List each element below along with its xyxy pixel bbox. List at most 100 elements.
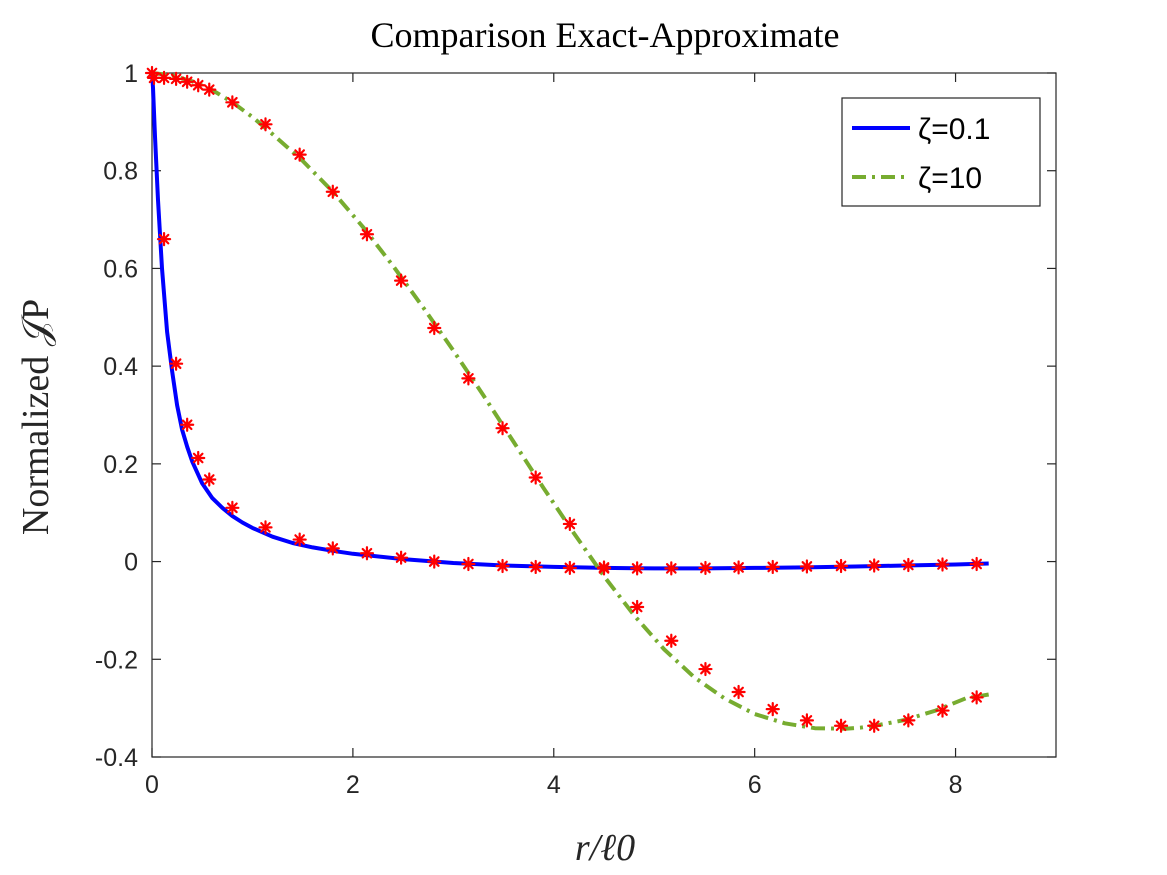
marker-stroke — [530, 472, 542, 483]
data-point-marker — [292, 147, 307, 162]
data-point-marker — [225, 500, 240, 515]
data-point-marker — [664, 633, 679, 648]
data-point-marker — [180, 417, 195, 432]
y-tick-label: 0 — [124, 549, 138, 577]
data-point-marker — [833, 718, 849, 733]
marker-stroke — [564, 562, 576, 574]
x-axis-label: r/ℓ0 — [575, 827, 635, 869]
marker-stroke — [903, 559, 914, 571]
marker-stroke — [327, 543, 339, 554]
data-point-marker — [495, 421, 510, 436]
marker-stroke — [801, 561, 813, 572]
marker-stroke — [463, 558, 474, 570]
marker-stroke — [203, 84, 215, 95]
data-point-marker — [292, 532, 307, 547]
marker-stroke — [665, 563, 677, 574]
chart-title: Comparison Exact-Approximate — [371, 15, 840, 55]
marker-stroke — [146, 67, 158, 79]
marker-stroke — [631, 601, 643, 613]
x-tick-label: 2 — [346, 771, 360, 799]
data-point-marker — [901, 557, 916, 573]
marker-stroke — [497, 560, 508, 572]
marker-stroke — [170, 73, 182, 85]
marker-stroke — [260, 118, 271, 130]
data-point-marker — [325, 541, 340, 556]
data-point-marker — [867, 718, 882, 733]
marker-stroke — [700, 562, 711, 574]
data-point-marker — [969, 690, 984, 705]
marker-stroke — [767, 703, 779, 715]
marker-stroke — [192, 452, 204, 464]
series-line-1 — [150, 72, 989, 571]
marker-stroke — [395, 275, 407, 286]
marker-stroke — [227, 96, 238, 108]
legend-box — [841, 97, 1041, 207]
data-point-marker — [935, 557, 950, 572]
data-point-marker — [156, 232, 172, 247]
data-point-marker — [630, 561, 645, 576]
legend-label-2: ζ=10 — [918, 162, 982, 195]
data-point-marker — [202, 472, 217, 487]
data-point-marker — [258, 520, 273, 535]
marker-stroke — [428, 322, 440, 334]
marker-stroke — [631, 563, 643, 574]
data-point-marker — [427, 320, 442, 336]
data-point-marker — [799, 559, 814, 574]
y-axis-label: Normalized 𝒥P — [15, 299, 57, 535]
marker-stroke — [868, 560, 880, 571]
axes-box — [151, 72, 1057, 758]
marker-stroke — [835, 560, 847, 572]
data-point-marker — [156, 70, 172, 85]
y-tick-label: -0.2 — [95, 646, 138, 674]
data-point-marker — [901, 713, 916, 728]
marker-stroke — [971, 558, 982, 570]
series-line-2 — [151, 71, 990, 731]
marker-stroke — [260, 522, 271, 533]
data-point-marker — [461, 371, 476, 386]
data-point-marker — [765, 559, 780, 575]
x-tick-label: 4 — [547, 771, 561, 799]
data-point-marker — [935, 703, 950, 718]
axes-frame — [151, 72, 1057, 758]
marker-stroke — [428, 556, 440, 567]
marker-stroke — [181, 76, 193, 88]
data-point-marker — [596, 560, 612, 575]
data-point-marker — [394, 273, 409, 288]
data-point-marker — [325, 184, 340, 199]
data-point-marker — [562, 560, 577, 576]
y-tick-label: 0.8 — [103, 158, 138, 186]
legend-label-1: ζ=0.1 — [918, 113, 990, 146]
marker-stroke — [903, 715, 914, 726]
marker-stroke — [227, 502, 238, 514]
marker-stroke — [148, 72, 160, 84]
marker-stroke — [192, 79, 204, 91]
data-point-marker — [698, 560, 713, 576]
data-point-marker — [833, 558, 849, 574]
data-point-marker — [867, 558, 882, 573]
marker-stroke — [937, 705, 948, 716]
data-point-marker — [202, 82, 217, 97]
x-axis-label-text: r/ℓ0 — [575, 827, 635, 869]
data-point-marker — [630, 599, 645, 615]
marker-stroke — [327, 186, 339, 198]
marker-stroke — [170, 358, 182, 370]
marker-stroke — [835, 720, 847, 732]
marker-stroke — [497, 422, 508, 434]
data-point-marker — [180, 74, 195, 89]
legend: ζ=0.1 ζ=10 — [841, 97, 1041, 207]
data-point-marker — [969, 556, 984, 572]
data-point-marker — [562, 516, 577, 532]
marker-stroke — [203, 474, 215, 485]
data-point-marker — [799, 713, 814, 728]
axis-ticks: 0 2 4 6 8 -0.4 -0.2 0 0.2 0.4 0.6 0.8 1 — [95, 60, 1056, 799]
data-point-marker — [191, 78, 206, 93]
marker-stroke — [463, 373, 474, 384]
y-tick-label: 1 — [124, 60, 138, 88]
marker-stroke — [564, 518, 576, 530]
marker-stroke — [361, 228, 373, 240]
plot-area — [144, 65, 990, 733]
data-point-marker — [731, 684, 746, 700]
marker-stroke — [733, 562, 744, 573]
data-point-marker — [191, 450, 206, 466]
